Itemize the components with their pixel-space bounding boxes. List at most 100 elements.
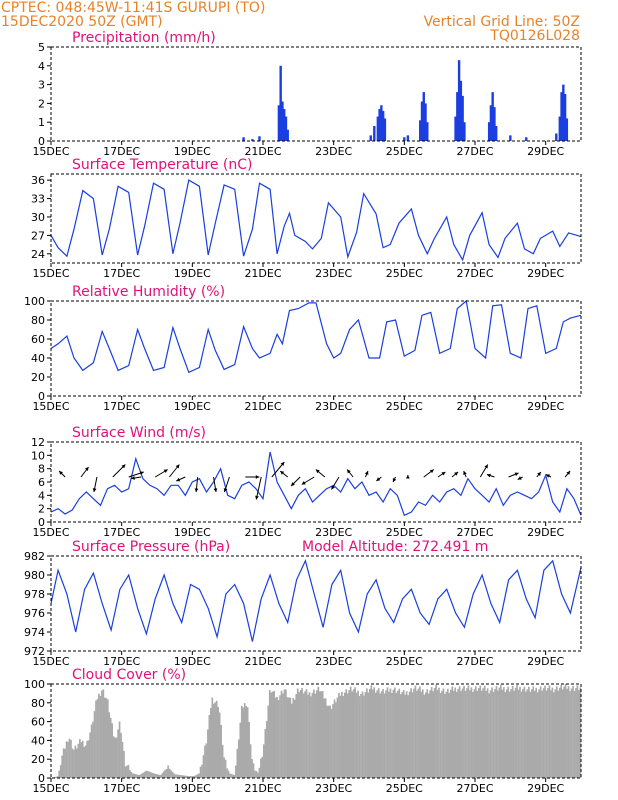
cloud-bar bbox=[380, 691, 383, 778]
cloud-bar bbox=[260, 758, 262, 778]
cloud-bar bbox=[288, 697, 290, 778]
cloud-bar bbox=[302, 693, 305, 778]
precip-bar bbox=[493, 107, 496, 141]
cloud-bar bbox=[257, 772, 259, 778]
cloud-bar bbox=[408, 691, 411, 778]
precip-bar bbox=[369, 135, 372, 141]
rh-title: Relative Humidity (%) bbox=[72, 284, 225, 300]
cloud-bar bbox=[570, 688, 573, 778]
cloud-bar bbox=[76, 748, 78, 778]
cloud-bar bbox=[173, 773, 175, 778]
cloud-ytick-label: 100 bbox=[24, 678, 45, 691]
cloud-xtick-label: 29DEC bbox=[527, 782, 564, 795]
cloud-bar bbox=[547, 687, 549, 778]
cloud-plot-frame bbox=[50, 683, 582, 779]
cloud-bar bbox=[522, 689, 524, 778]
wind-plot-frame bbox=[50, 441, 582, 523]
cloud-bar bbox=[285, 689, 287, 778]
wind-wind-arrowhead bbox=[463, 471, 467, 475]
cloud-bar bbox=[371, 689, 374, 778]
wind-wind-arrowhead bbox=[92, 488, 97, 492]
cloud-bar bbox=[563, 686, 566, 778]
cloud-bar bbox=[165, 768, 168, 778]
cloud-bar bbox=[470, 687, 473, 778]
precip-bar bbox=[381, 110, 385, 141]
cloud-bar bbox=[126, 765, 128, 778]
cloud-bar bbox=[295, 694, 298, 778]
cloud-bar bbox=[492, 691, 495, 778]
cloud-bar bbox=[414, 685, 417, 778]
cloud-bar bbox=[151, 772, 153, 778]
cloud-bar bbox=[430, 686, 433, 778]
cloud-bar bbox=[137, 774, 140, 778]
temp-ytick-label: 27 bbox=[31, 229, 45, 242]
cloud-bar bbox=[525, 691, 527, 778]
cloud-bar bbox=[162, 771, 165, 778]
precip-ytick-label: 0 bbox=[38, 135, 45, 148]
cloud-bar bbox=[349, 686, 352, 778]
wind-wind-arrowhead bbox=[175, 464, 180, 469]
cloud-bar bbox=[567, 686, 570, 778]
cloud-bar bbox=[59, 765, 62, 778]
cloud-bar bbox=[171, 771, 174, 778]
cloud-bar bbox=[145, 770, 147, 778]
cloud-bar bbox=[364, 691, 367, 778]
wind-wind-arrowhead bbox=[315, 469, 320, 474]
cloud-bar bbox=[146, 770, 149, 778]
temp-ytick-label: 24 bbox=[31, 248, 45, 261]
wind-ytick-label: 12 bbox=[31, 436, 45, 449]
cloud-bar bbox=[159, 775, 162, 778]
cloud-bar bbox=[192, 776, 195, 778]
precip-bar bbox=[560, 92, 563, 141]
cloud-bar bbox=[270, 692, 273, 778]
cloud-bar bbox=[354, 687, 356, 778]
cloud-bar bbox=[327, 705, 330, 778]
cloud-bar bbox=[121, 741, 124, 778]
cloud-bar bbox=[283, 689, 286, 778]
cloud-bar bbox=[292, 697, 295, 778]
cloud-bar bbox=[445, 691, 448, 778]
wind-wind-arrowhead bbox=[301, 481, 306, 485]
header-station: CPTEC: 048:45W-11:41S GURUPI (TO) bbox=[1, 0, 266, 16]
pressure-xtick-label: 27DEC bbox=[456, 655, 493, 668]
cloud-bar bbox=[223, 757, 225, 778]
cloud-bar bbox=[207, 729, 209, 778]
rh-ytick-label: 60 bbox=[31, 333, 45, 346]
cloud-bar bbox=[258, 767, 261, 778]
rh-plot-frame bbox=[50, 300, 582, 397]
precip-bar bbox=[403, 137, 406, 141]
pressure-xtick-label: 29DEC bbox=[527, 655, 564, 668]
precip-bar bbox=[457, 60, 461, 141]
cloud-bar bbox=[290, 703, 293, 778]
cloud-bar bbox=[212, 703, 215, 778]
cloud-bar bbox=[472, 692, 474, 778]
precip-bar bbox=[487, 122, 491, 141]
cloud-ytick-label: 60 bbox=[31, 716, 45, 729]
cloud-bar bbox=[505, 689, 508, 778]
cloud-bar bbox=[358, 696, 361, 778]
cloud-bar bbox=[324, 698, 327, 778]
pressure-xtick-label: 21DEC bbox=[244, 655, 281, 668]
cloud-bar bbox=[274, 697, 277, 778]
cloud-bar bbox=[497, 690, 499, 778]
cloud-bar bbox=[154, 773, 156, 778]
cloud-bar bbox=[516, 685, 518, 778]
wind-wind-arrowhead bbox=[213, 488, 218, 492]
cloud-bar bbox=[217, 707, 220, 778]
cloud-bar bbox=[289, 697, 292, 778]
cloud-bar bbox=[422, 689, 424, 778]
cloud-bar bbox=[118, 721, 121, 778]
cloud-bar bbox=[130, 771, 133, 778]
precip-xtick-label: 17DEC bbox=[103, 145, 140, 158]
cloud-bar bbox=[494, 688, 496, 778]
cloud-bar bbox=[136, 774, 139, 778]
cloud-bar bbox=[373, 687, 376, 778]
precip-xtick-label: 19DEC bbox=[174, 145, 211, 158]
cloud-bar bbox=[56, 776, 59, 778]
cloud-bar bbox=[523, 686, 526, 778]
cloud-bar bbox=[235, 765, 237, 778]
wind-xtick-label: 25DEC bbox=[386, 526, 423, 539]
cloud-bar bbox=[416, 690, 418, 778]
rh-xtick-label: 27DEC bbox=[456, 400, 493, 413]
rh-ytick-label: 100 bbox=[24, 295, 45, 308]
